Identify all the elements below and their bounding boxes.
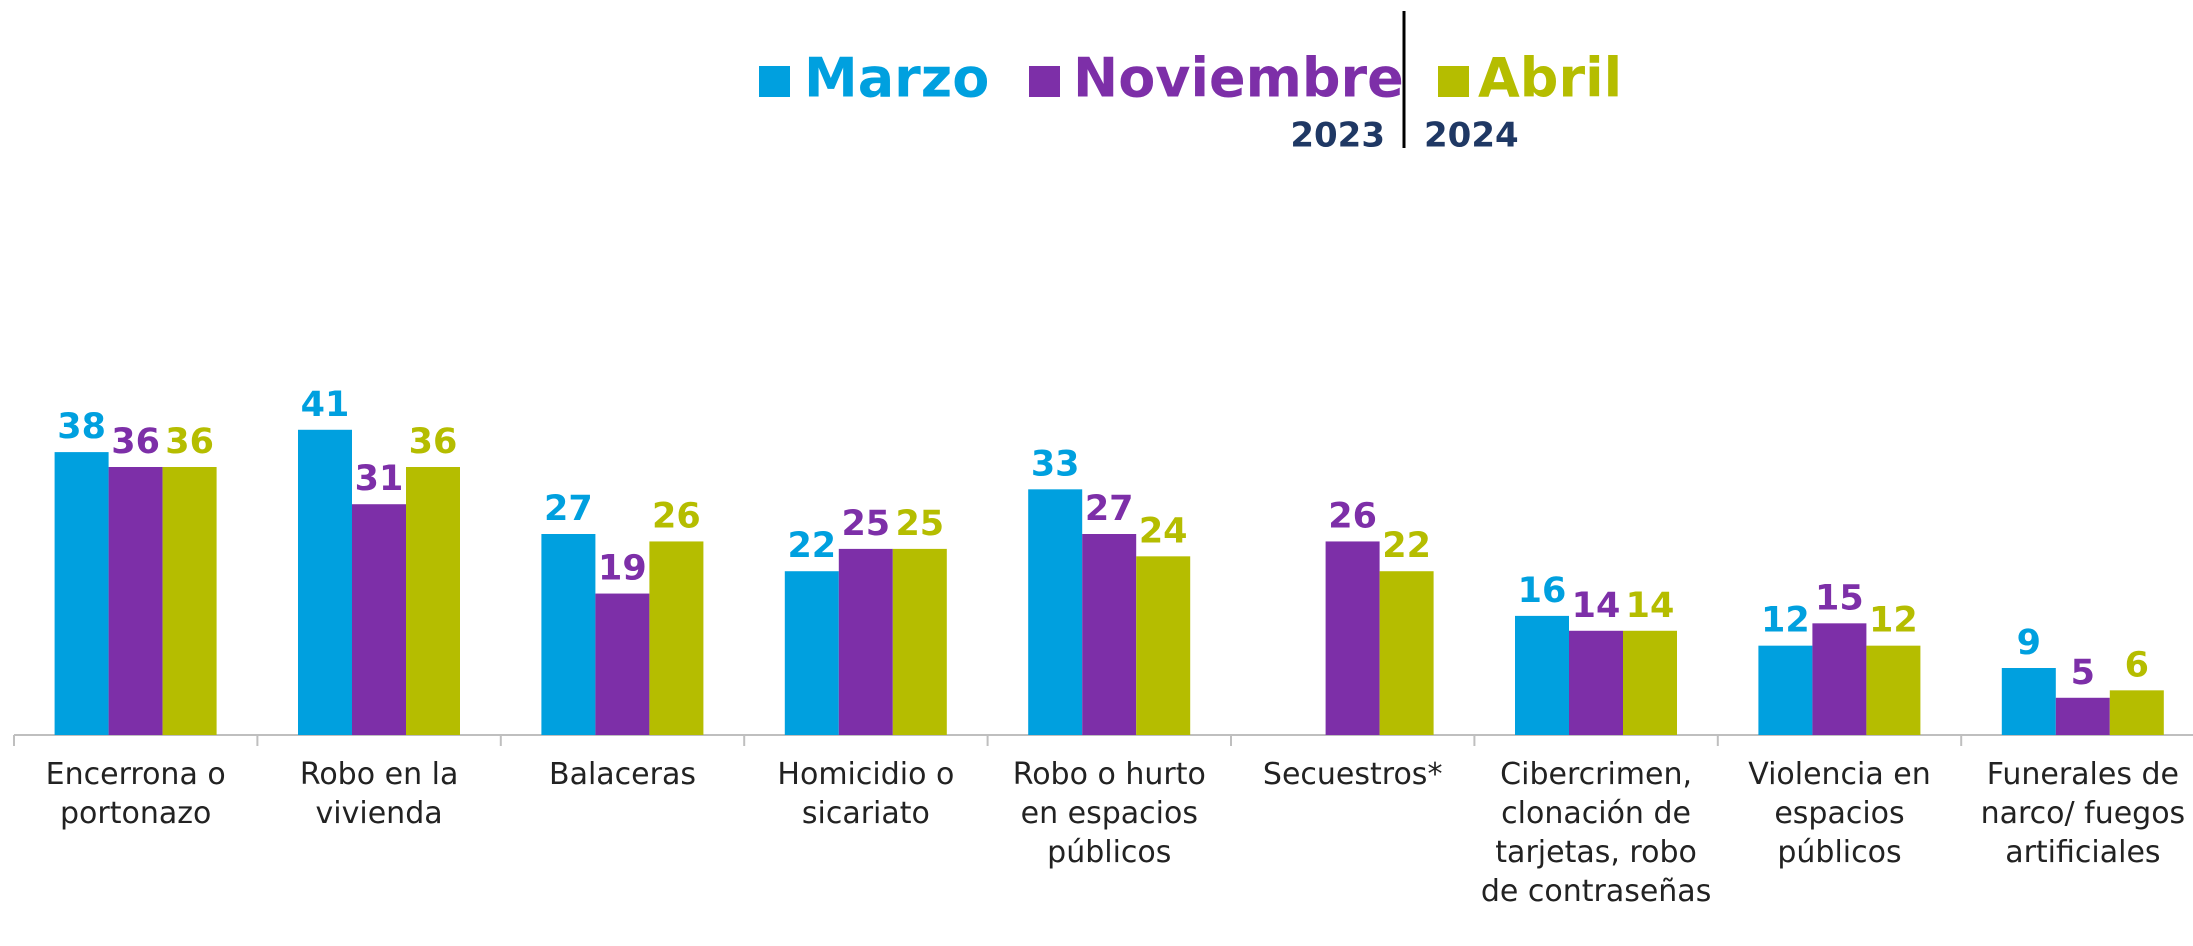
data-label: 24 bbox=[1139, 511, 1188, 551]
bar bbox=[352, 504, 406, 735]
data-label: 5 bbox=[2071, 653, 2095, 693]
x-tick-label: Balaceras bbox=[549, 757, 696, 792]
bar bbox=[2109, 690, 2164, 735]
legend-label: Noviembre bbox=[1073, 47, 1404, 110]
bar bbox=[1325, 541, 1380, 735]
data-label: 27 bbox=[544, 489, 593, 529]
x-tick-label: Robo o hurto en espacios públicos bbox=[1012, 757, 1206, 870]
bar bbox=[298, 429, 352, 735]
bar bbox=[595, 593, 650, 735]
legend-swatch bbox=[1438, 66, 1469, 97]
bar bbox=[838, 548, 893, 735]
bar bbox=[108, 467, 163, 735]
data-label: 33 bbox=[1031, 444, 1080, 484]
bar bbox=[1028, 489, 1083, 735]
data-label: 19 bbox=[598, 549, 647, 589]
data-label: 36 bbox=[111, 422, 160, 462]
bar bbox=[649, 541, 704, 735]
x-tick-label: Robo en la vivienda bbox=[299, 757, 459, 831]
bar bbox=[54, 452, 109, 735]
data-label: 9 bbox=[2017, 623, 2041, 663]
data-label: 27 bbox=[1085, 489, 1134, 529]
legend-swatch bbox=[1029, 66, 1060, 97]
bar bbox=[541, 534, 596, 735]
x-tick-label: Violencia en espacios públicos bbox=[1748, 757, 1931, 870]
data-label: 15 bbox=[1815, 578, 1864, 618]
bar bbox=[1812, 623, 1867, 735]
data-label: 12 bbox=[1869, 601, 1918, 641]
x-tick-label: Encerrona o portonazo bbox=[45, 757, 226, 831]
data-label: 26 bbox=[652, 496, 701, 536]
data-label: 36 bbox=[409, 422, 458, 462]
bar bbox=[1866, 645, 1921, 735]
bar bbox=[406, 467, 460, 735]
bar bbox=[784, 571, 839, 735]
data-label: 25 bbox=[895, 504, 944, 544]
bar bbox=[1379, 571, 1434, 735]
data-label: 14 bbox=[1626, 586, 1675, 626]
data-label: 12 bbox=[1761, 601, 1810, 641]
legend-swatch bbox=[759, 66, 790, 97]
bar bbox=[1569, 630, 1623, 735]
data-label: 16 bbox=[1518, 571, 1567, 611]
data-label: 41 bbox=[301, 385, 350, 425]
bar bbox=[1136, 556, 1191, 735]
bar bbox=[162, 467, 217, 735]
data-label: 22 bbox=[1382, 526, 1431, 566]
data-label: 14 bbox=[1572, 586, 1621, 626]
x-tick-label: Secuestros* bbox=[1262, 757, 1443, 792]
bar bbox=[1623, 630, 1677, 735]
bar bbox=[1758, 645, 1813, 735]
bar bbox=[1082, 534, 1137, 735]
bar bbox=[892, 548, 947, 735]
data-label: 6 bbox=[2125, 645, 2149, 685]
data-label: 38 bbox=[57, 407, 106, 447]
x-tick-label: Homicidio o sicariato bbox=[777, 757, 955, 831]
bar bbox=[2001, 668, 2056, 735]
data-label: 31 bbox=[355, 459, 404, 499]
legend-label: Marzo bbox=[804, 47, 989, 110]
data-label: 26 bbox=[1328, 496, 1377, 536]
legend-year: 2024 bbox=[1424, 116, 1519, 156]
data-label: 25 bbox=[841, 504, 890, 544]
legend-label: Abril bbox=[1478, 47, 1622, 110]
data-label: 36 bbox=[165, 422, 214, 462]
x-tick-label: Cibercrimen, clonación de tarjetas, robo… bbox=[1480, 757, 1712, 909]
bar bbox=[1515, 615, 1569, 735]
x-tick-label: Funerales de narco/ fuegos artificiales bbox=[1980, 757, 2186, 870]
data-label: 22 bbox=[787, 526, 836, 566]
bar bbox=[2055, 697, 2110, 735]
legend-year: 2023 bbox=[1290, 116, 1385, 156]
